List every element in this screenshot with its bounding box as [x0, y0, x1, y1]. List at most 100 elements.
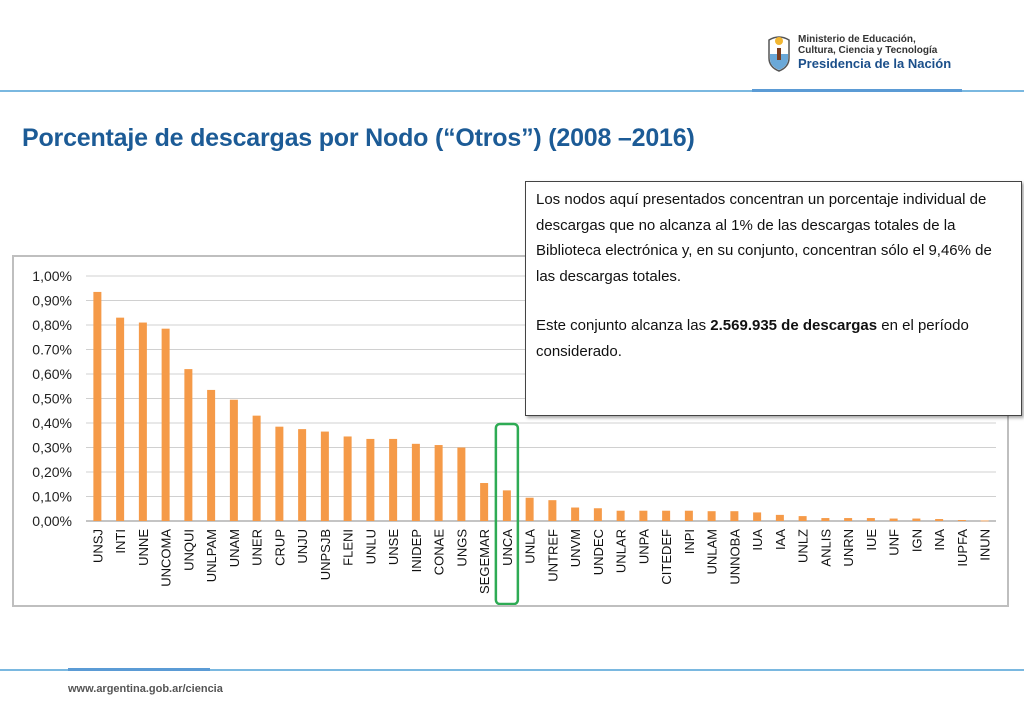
bar: [753, 512, 762, 521]
bar: [730, 511, 739, 521]
y-tick-label: 0,00%: [32, 513, 72, 529]
bar: [298, 429, 307, 521]
bar: [93, 291, 102, 521]
bar: [116, 317, 125, 521]
x-tick-label: UNER: [250, 529, 265, 566]
x-tick-label: CRUP: [272, 529, 287, 566]
x-tick-label: UNNE: [136, 529, 151, 566]
y-tick-label: 1,00%: [32, 268, 72, 284]
bar: [707, 511, 716, 521]
bar: [662, 510, 671, 521]
bar: [480, 483, 489, 521]
header-accent: [752, 89, 962, 92]
x-tick-label: UNF: [887, 529, 902, 556]
x-tick-label: UNVM: [568, 529, 583, 567]
x-tick-label: IGN: [909, 529, 924, 552]
y-tick-label: 0,60%: [32, 366, 72, 382]
bar: [366, 438, 375, 521]
x-tick-label: UNGS: [454, 529, 469, 567]
x-tick-label: UNJU: [295, 529, 310, 564]
note-paragraph-2: Este conjunto alcanza las 2.569.935 de d…: [536, 313, 1011, 364]
footer-divider: [0, 669, 1024, 671]
bar: [229, 399, 238, 521]
note-paragraph-2-start: Este conjunto alcanza las: [536, 317, 711, 334]
x-tick-label: UNLZ: [796, 529, 811, 563]
x-tick-label: UNLPAM: [204, 529, 219, 582]
x-tick-label: INPI: [682, 529, 697, 554]
x-tick-label: INA: [932, 529, 947, 551]
y-tick-label: 0,10%: [32, 489, 72, 505]
bar: [161, 328, 170, 521]
bar: [457, 447, 466, 521]
logo-line-culture: Cultura, Ciencia y Tecnología: [798, 45, 938, 56]
x-tick-label: UNSE: [386, 529, 401, 565]
info-note: Los nodos aquí presentados concentran un…: [525, 181, 1022, 416]
x-tick-label: UNTREF: [545, 529, 560, 582]
bar: [980, 520, 989, 522]
note-paragraph-2-end: en el período considerado.: [536, 317, 969, 360]
x-tick-label: UNLU: [363, 529, 378, 564]
x-tick-label: INIDEP: [409, 529, 424, 572]
logo-line-presidency: Presidencia de la Nación: [798, 56, 952, 71]
x-tick-label: ANLIS: [818, 529, 833, 567]
bar-chart: 0,00% 0,10% 0,20% 0,30% 0,40% 0,50% 0,60% 0.70%…: [32, 268, 996, 605]
x-tick-label: SEGEMAR: [477, 529, 492, 594]
bar: [548, 500, 557, 521]
bar: [889, 518, 898, 521]
y-tick-label: 0.70%: [32, 342, 72, 358]
x-tick-label: UNPA: [636, 529, 651, 564]
y-tick-label: 0,50%: [32, 391, 72, 407]
bar: [616, 510, 625, 521]
coat-of-arms-icon: [768, 36, 790, 72]
y-tick-label: 0,20%: [32, 464, 72, 480]
highlight-box: [494, 422, 520, 605]
x-tick-label: UNLA: [523, 529, 538, 564]
ministry-logo: Ministerio de Educación, Cultura, Cienci…: [766, 34, 966, 76]
bar: [775, 514, 784, 521]
bar: [593, 508, 602, 521]
x-tick-label: IAA: [773, 529, 788, 550]
bar: [389, 438, 398, 521]
note-downloads-count: 2.569.935 de descargas: [710, 317, 878, 334]
x-tick-label: UNCOMA: [159, 529, 174, 587]
bar: [252, 415, 261, 521]
bar: [866, 518, 875, 521]
x-tick-label: FLENI: [341, 529, 356, 566]
bar: [502, 490, 511, 521]
bar: [138, 322, 147, 521]
bar: [434, 445, 443, 521]
x-tick-label: UNDEC: [591, 529, 606, 575]
x-tick-label: UNNOBA: [727, 529, 742, 585]
bar: [912, 518, 921, 521]
footer-url: www.argentina.gob.ar/ciencia: [68, 683, 223, 695]
x-tick-label: CITEDEF: [659, 529, 674, 585]
x-tick-label: IUPFA: [955, 529, 970, 567]
bar: [525, 497, 534, 521]
header-divider: [0, 90, 1024, 92]
note-paragraph-1: Los nodos aquí presentados concentran un…: [536, 191, 992, 285]
x-tick-label: IUE: [864, 529, 879, 551]
bar: [571, 507, 580, 521]
bar: [957, 520, 966, 521]
x-tick-label: INUN: [978, 529, 993, 561]
x-tick-label: UNRN: [841, 529, 856, 567]
x-tick-label: UNLAR: [614, 529, 629, 573]
x-tick-label: INTI: [113, 529, 128, 554]
bar: [343, 436, 352, 521]
x-tick-label: UNLAM: [705, 529, 720, 575]
bar: [411, 443, 420, 521]
y-tick-label: 0,90%: [32, 293, 72, 309]
bar: [184, 369, 193, 521]
bar: [275, 426, 284, 521]
x-tick-label: UNQUI: [181, 529, 196, 571]
bar: [844, 518, 853, 521]
x-tick-label: IUA: [750, 529, 765, 551]
x-tick-label: UNAM: [227, 529, 242, 567]
bar: [207, 389, 216, 521]
bar: [798, 516, 807, 521]
x-tick-label: CONAE: [432, 529, 447, 576]
slide-title: Porcentaje de descargas por Nodo (“Otros…: [22, 124, 695, 152]
footer-accent: [68, 668, 210, 671]
x-tick-label: UNCA: [500, 529, 515, 566]
x-tick-label: UNPSJB: [318, 529, 333, 580]
